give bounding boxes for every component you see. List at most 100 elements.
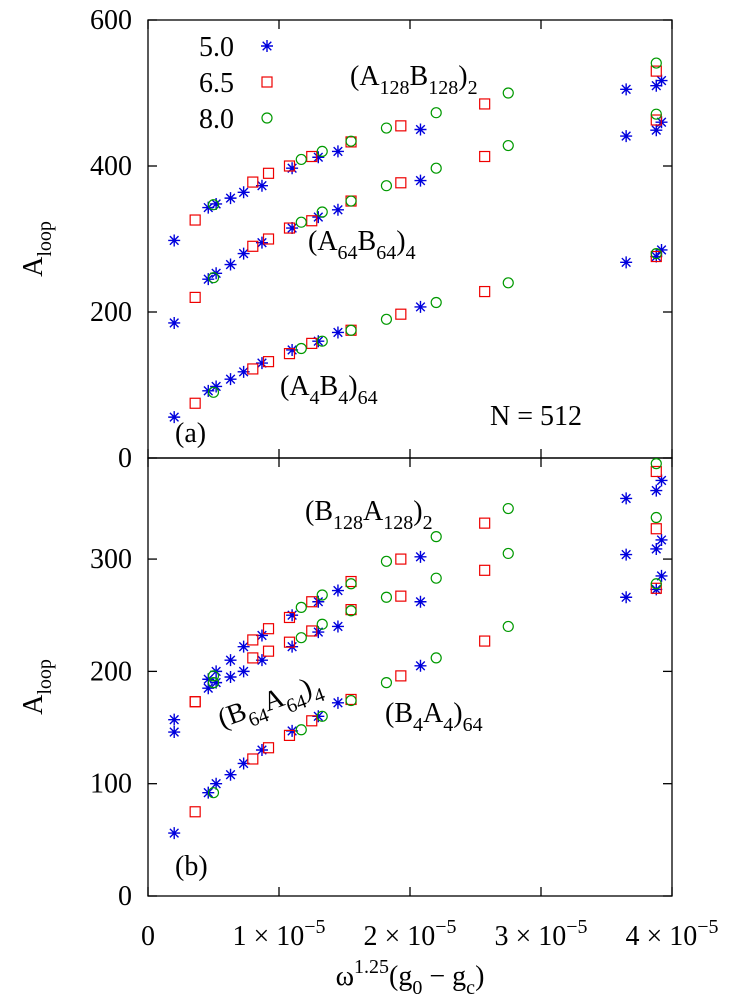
y-tick-label: 0 bbox=[118, 443, 132, 474]
point bbox=[430, 162, 442, 174]
point bbox=[295, 632, 307, 644]
point bbox=[247, 634, 259, 646]
point bbox=[286, 222, 299, 235]
point bbox=[380, 677, 393, 689]
point bbox=[620, 130, 633, 143]
annotation-part: 64 bbox=[463, 714, 483, 736]
point bbox=[306, 150, 318, 163]
point bbox=[189, 291, 201, 303]
point bbox=[237, 757, 250, 770]
y-tick-label: 600 bbox=[90, 5, 132, 36]
point bbox=[312, 626, 325, 639]
point bbox=[312, 595, 325, 608]
point bbox=[430, 296, 442, 309]
y-axis-label: Aloop bbox=[18, 659, 56, 715]
point bbox=[479, 635, 491, 647]
point bbox=[283, 611, 296, 624]
point bbox=[414, 174, 427, 187]
point bbox=[380, 180, 393, 192]
point bbox=[345, 578, 357, 590]
point bbox=[316, 145, 328, 157]
annotation-part: 128 bbox=[428, 77, 458, 99]
point bbox=[650, 511, 662, 524]
point bbox=[237, 665, 250, 678]
x-tick-label: 1 × 10−5 bbox=[232, 916, 325, 952]
point bbox=[262, 623, 275, 635]
y-axis-label-part: A bbox=[18, 694, 49, 715]
legend-marker bbox=[261, 40, 273, 52]
point bbox=[331, 203, 344, 216]
point bbox=[255, 744, 268, 756]
legend-marker bbox=[261, 76, 273, 88]
x-tick-label-base: 3 × 10 bbox=[494, 921, 566, 952]
point bbox=[255, 654, 268, 667]
point bbox=[650, 57, 662, 69]
point bbox=[224, 654, 237, 667]
point bbox=[395, 670, 407, 682]
y-tick-label: 200 bbox=[90, 656, 132, 687]
point bbox=[189, 696, 201, 708]
annotation: N = 512 bbox=[490, 401, 582, 432]
annotation-part: (A bbox=[280, 371, 310, 402]
annotation: (A128B128)2 bbox=[350, 61, 478, 99]
point bbox=[331, 584, 344, 597]
point bbox=[502, 139, 514, 152]
point bbox=[295, 216, 307, 228]
annotation: (B128A128)2 bbox=[305, 496, 433, 534]
annotation: (A64B64)4 bbox=[308, 226, 416, 264]
point bbox=[247, 363, 259, 375]
point bbox=[316, 710, 328, 722]
point bbox=[620, 83, 633, 96]
point bbox=[286, 162, 299, 175]
annotation-part: (B bbox=[214, 696, 251, 735]
point bbox=[650, 578, 662, 590]
point bbox=[331, 145, 344, 158]
point bbox=[168, 316, 181, 329]
annotation-part: 2 bbox=[423, 512, 433, 534]
point bbox=[286, 343, 299, 356]
point bbox=[655, 533, 668, 546]
point bbox=[479, 150, 491, 163]
y-axis-label: Aloop bbox=[18, 221, 56, 277]
point bbox=[502, 87, 514, 99]
point bbox=[210, 777, 223, 790]
point bbox=[620, 548, 633, 561]
point bbox=[414, 300, 427, 313]
point bbox=[247, 240, 259, 252]
y-tick-label: 100 bbox=[90, 769, 132, 800]
point bbox=[650, 583, 663, 596]
annotation-part: A bbox=[423, 698, 444, 729]
legend-marker bbox=[261, 112, 273, 124]
point bbox=[306, 337, 318, 349]
point bbox=[255, 179, 268, 192]
point bbox=[502, 277, 514, 289]
annotation-part: 4 bbox=[413, 714, 423, 736]
y-tick-label: 200 bbox=[90, 297, 132, 328]
point bbox=[283, 348, 296, 360]
annotation-part: 128 bbox=[380, 77, 410, 99]
annotation-part: (A bbox=[308, 226, 338, 257]
annotation-part: ) bbox=[458, 61, 467, 92]
point bbox=[168, 726, 181, 739]
annotation-part: 64 bbox=[376, 242, 396, 264]
point bbox=[283, 222, 296, 234]
point bbox=[189, 397, 201, 409]
point bbox=[650, 248, 662, 260]
point bbox=[650, 65, 662, 77]
point bbox=[189, 214, 201, 226]
point bbox=[395, 177, 407, 189]
point bbox=[295, 153, 307, 166]
point bbox=[395, 120, 407, 132]
x-axis-label-part: 0 bbox=[412, 977, 422, 997]
point bbox=[237, 247, 250, 260]
annotation-part: 4 bbox=[338, 387, 348, 409]
point bbox=[202, 673, 215, 686]
point bbox=[479, 285, 491, 298]
point bbox=[312, 335, 325, 348]
point bbox=[210, 197, 223, 210]
point bbox=[207, 386, 220, 398]
x-axis-label-part: 1.25 bbox=[354, 956, 389, 978]
point bbox=[316, 618, 328, 630]
point bbox=[395, 553, 407, 565]
point bbox=[224, 373, 237, 386]
